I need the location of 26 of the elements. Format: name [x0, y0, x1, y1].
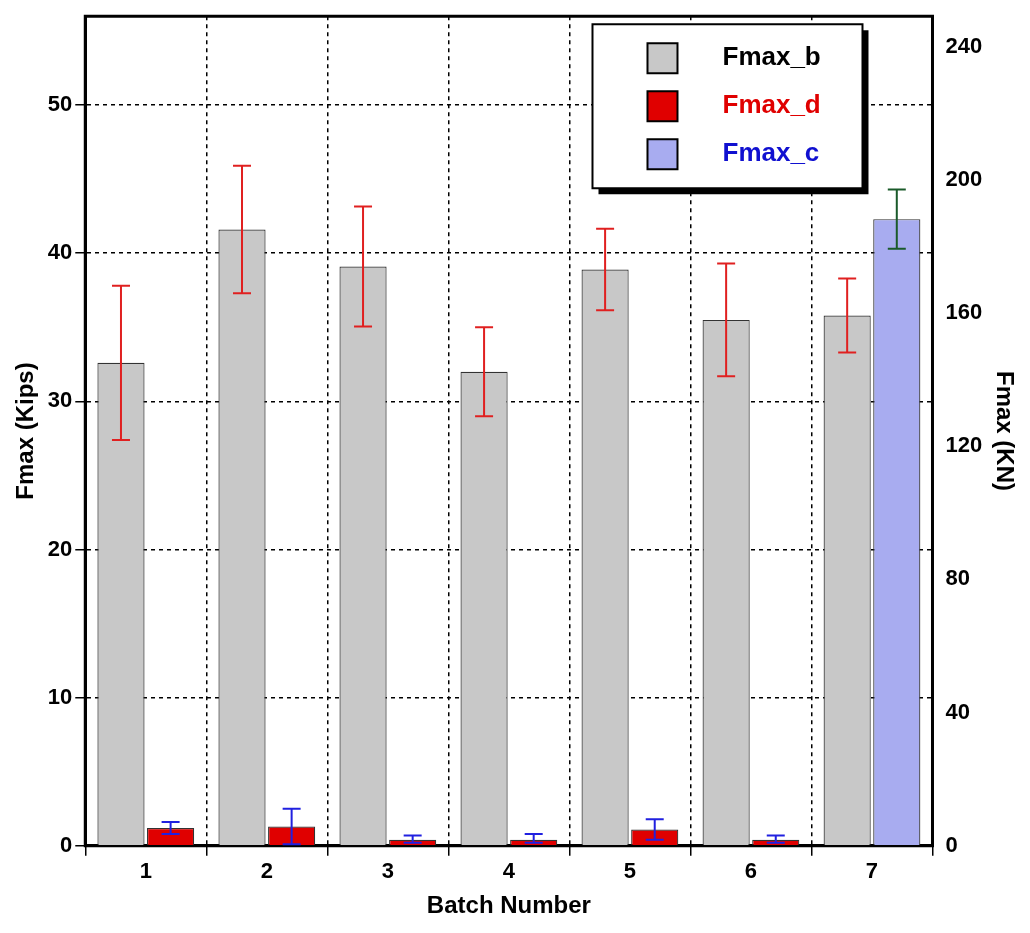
x-tick-label: 3 [381, 858, 394, 884]
y2-tick-label: 240 [945, 32, 983, 58]
y2-axis-title: Fmax (KN) [991, 370, 1019, 492]
y-tick-label: 0 [60, 831, 73, 857]
legend-label: Fmax_d [722, 89, 821, 120]
x-axis-title: Batch Number [426, 891, 591, 919]
y2-tick-label: 160 [945, 299, 983, 324]
y-tick-label: 40 [47, 239, 73, 265]
x-tick-label: 2 [260, 858, 273, 884]
y-tick-label: 10 [47, 683, 73, 709]
y-tick-label: 50 [47, 91, 73, 117]
legend-label: Fmax_b [722, 41, 821, 72]
x-tick-label: 5 [623, 858, 637, 884]
y-tick-label: 30 [47, 387, 73, 413]
y2-tick-label: 80 [945, 565, 970, 591]
y2-tick-label: 120 [945, 432, 983, 458]
x-tick-label: 6 [744, 858, 758, 884]
y-tick-label: 20 [47, 535, 73, 561]
y2-tick-label: 0 [945, 831, 958, 857]
x-tick-label: 4 [502, 858, 516, 884]
x-tick-label: 1 [139, 858, 152, 884]
y2-tick-label: 40 [945, 698, 970, 724]
legend-label: Fmax_c [722, 137, 820, 168]
y2-tick-label: 200 [945, 165, 983, 191]
y-axis-title: Fmax (Kips) [11, 362, 39, 500]
x-tick-label: 7 [865, 858, 879, 884]
